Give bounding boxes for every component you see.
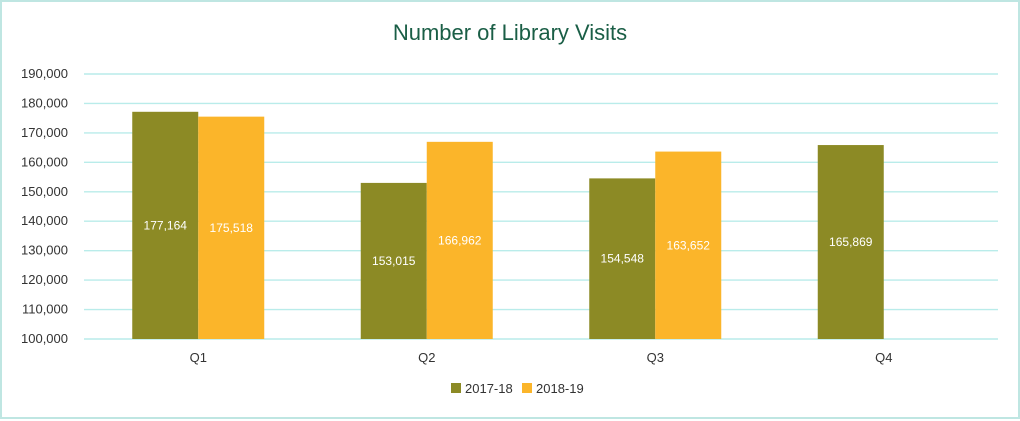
y-tick-label: 100,000 xyxy=(21,331,68,346)
bar-2018-19-Q3 xyxy=(655,151,722,339)
y-axis-ticks: 100,000 110,000 120,000 130,000 140,000 150,0… xyxy=(21,66,68,346)
bar-2017-18-Q2 xyxy=(360,182,427,339)
bars xyxy=(132,111,884,339)
y-tick-label: 170,000 xyxy=(21,125,68,140)
y-tick-label: 120,000 xyxy=(21,272,68,287)
bar-2017-18-Q1 xyxy=(132,111,199,339)
y-tick-label: 130,000 xyxy=(21,243,68,258)
legend-label: 2017-18 xyxy=(465,381,513,396)
data-label: 165,869 xyxy=(829,235,873,249)
bar-2017-18-Q3 xyxy=(589,178,656,339)
legend: 2017-18 2018-19 xyxy=(451,381,584,396)
x-category-label: Q4 xyxy=(875,350,892,365)
legend-swatch xyxy=(451,383,461,393)
y-tick-label: 180,000 xyxy=(21,95,68,110)
x-axis-categories: Q1 Q2 Q3 Q4 xyxy=(190,350,893,365)
bar-2018-19-Q2 xyxy=(426,141,493,339)
data-label: 166,962 xyxy=(438,233,482,247)
legend-swatch xyxy=(522,383,532,393)
data-label: 163,652 xyxy=(667,238,711,252)
x-category-label: Q1 xyxy=(190,350,207,365)
x-category-label: Q2 xyxy=(418,350,435,365)
data-label: 177,164 xyxy=(144,218,188,232)
data-label: 175,518 xyxy=(210,221,254,235)
x-category-label: Q3 xyxy=(647,350,664,365)
legend-label: 2018-19 xyxy=(536,381,584,396)
y-tick-label: 190,000 xyxy=(21,66,68,81)
bar-2017-18-Q4 xyxy=(817,145,884,339)
chart-title: Number of Library Visits xyxy=(393,20,627,45)
data-label: 153,015 xyxy=(372,254,416,268)
y-tick-label: 140,000 xyxy=(21,213,68,228)
y-tick-label: 150,000 xyxy=(21,184,68,199)
data-labels: 177,164 175,518 153,015 166,962 154,548 163,6… xyxy=(144,218,873,268)
y-tick-label: 160,000 xyxy=(21,154,68,169)
y-tick-label: 110,000 xyxy=(22,302,68,317)
data-label: 154,548 xyxy=(601,252,645,266)
bar-2018-19-Q1 xyxy=(198,116,265,339)
